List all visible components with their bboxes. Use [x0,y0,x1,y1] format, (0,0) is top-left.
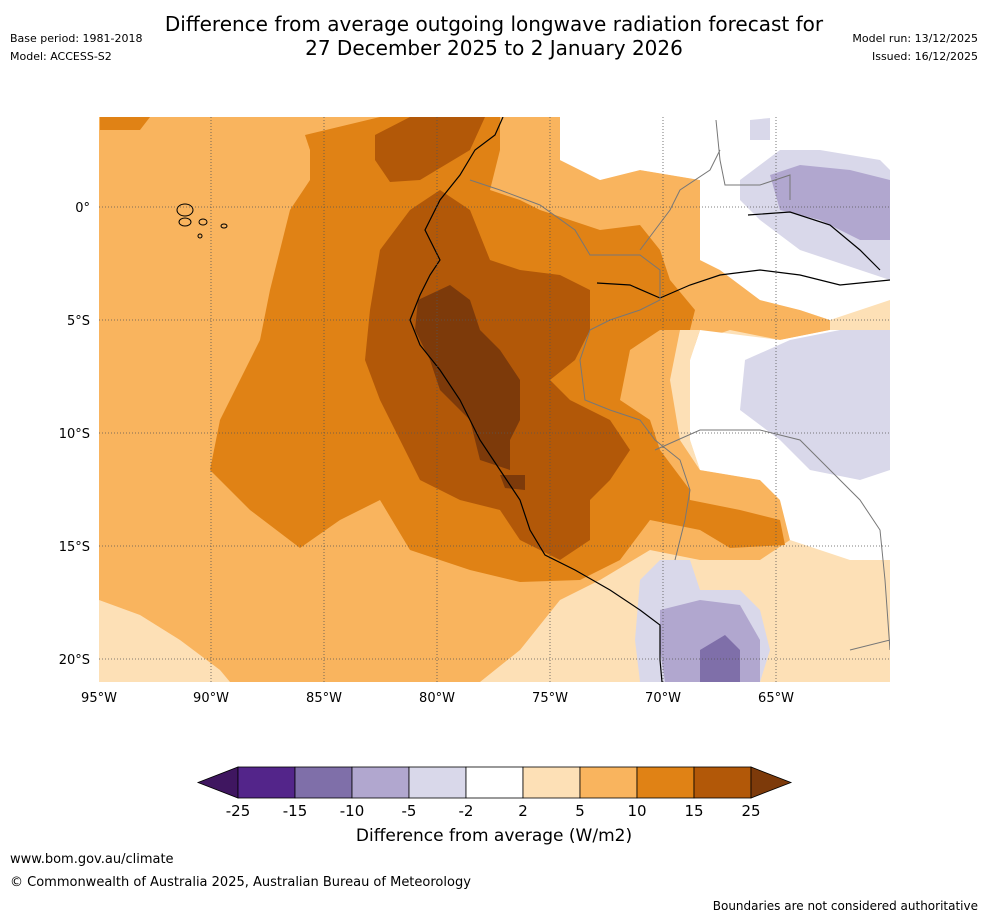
colorbar-segment [237,766,296,799]
colorbar-tick-label: 25 [741,802,760,820]
lat-tick: 10°S [59,427,90,442]
field-cream-east [670,330,760,480]
lat-tick: 5°S [67,314,90,329]
colorbar-tick-label: -5 [402,802,417,820]
lon-tick: 90°W [193,691,229,706]
title-line-2: 27 December 2025 to 2 January 2026 [305,36,683,60]
colorbar-tick-label: 10 [627,802,646,820]
lon-tick: 95°W [81,691,117,706]
coastline [409,117,663,682]
field-purple-mid-north [770,165,890,240]
lon-tick: 85°W [306,691,342,706]
lon-ticks: 95°W 90°W 85°W 80°W 75°W 70°W 65°W [81,691,794,706]
lon-tick: 80°W [419,691,455,706]
colorbar-segment [693,766,752,799]
model-run: Model run: 13/12/2025 [852,32,978,45]
issued-date: Issued: 16/12/2025 [871,50,978,63]
colorbar-title: Difference from average (W/m2) [355,826,633,846]
national-borders [469,119,890,651]
lat-tick: 0° [75,201,90,216]
lon-tick: 70°W [645,691,681,706]
lon-tick: 65°W [758,691,794,706]
colorbar [196,766,793,799]
gridlines [99,117,890,682]
footer-copyright: © Commonwealth of Australia 2025, Austra… [10,875,471,890]
footer-note: Boundaries are not considered authoritat… [712,899,978,913]
colorbar-segment [294,766,353,799]
lon-tick: 75°W [532,691,568,706]
meta-right: Model run: 13/12/2025 Issued: 16/12/2025 [852,30,978,66]
colorbar-tick-label: 2 [518,802,528,820]
colorbar-tick-label: -25 [226,802,251,820]
colorbar-segment [465,766,524,799]
field-purple-light-central [740,330,890,480]
galapagos-islands [176,203,228,239]
colorbar-tick-label: -2 [459,802,474,820]
colorbar-segment [522,766,581,799]
lat-tick: 15°S [59,540,90,555]
colorbar-extend-low [196,766,239,799]
colorbar-segment [351,766,410,799]
field-brown-15-25 [365,117,630,560]
colorbar-segment [636,766,695,799]
colorbar-extend-high [750,766,793,799]
map-plot-area [99,117,890,682]
field-purple-dark-south [700,635,740,682]
colorbar-segment [408,766,467,799]
title-line-1: Difference from average outgoing longwav… [164,12,824,36]
colorbar-segment [579,766,638,799]
lat-ticks: 0° 5°S 10°S 15°S 20°S [59,201,90,668]
meta-left: Base period: 1981-2018 Model: ACCESS-S2 [10,30,142,66]
colorbar-tick-label: 5 [575,802,585,820]
colorbar-tick-label: 15 [684,802,703,820]
field-darkbrown-over-25 [415,285,525,490]
field-cream-southwest [99,600,230,682]
chart-title: Difference from average outgoing longwav… [0,12,988,60]
model-name: Model: ACCESS-S2 [10,50,112,63]
colorbar-tick-label: -15 [283,802,308,820]
colorbar-tick-label: -10 [340,802,365,820]
footer-url[interactable]: www.bom.gov.au/climate [10,852,174,867]
lat-tick: 20°S [59,653,90,668]
colorbar-labels: -25 -15 -10 -5 -2 2 5 10 15 25 [226,802,761,820]
base-period: Base period: 1981-2018 [10,32,143,45]
river [596,269,890,299]
